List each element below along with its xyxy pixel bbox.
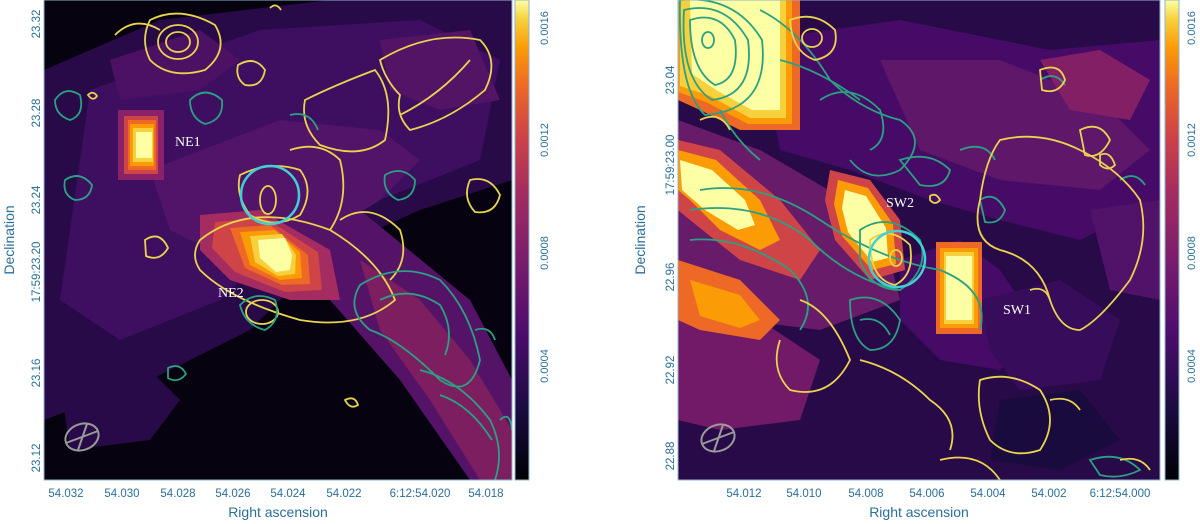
left-x-tick-7: 54.018 <box>468 488 503 500</box>
left-y-axis-label: Declination <box>1 205 17 274</box>
right-cb-tick-2: 0.0012 <box>1186 123 1198 157</box>
right-beam-ellipse <box>700 423 736 453</box>
label-sw1: SW1 <box>1003 303 1031 318</box>
right-x-tick-4: 54.004 <box>970 488 1006 500</box>
left-green-contours <box>54 90 512 480</box>
right-x-tick-5: 54.002 <box>1031 488 1066 500</box>
left-frame <box>43 0 513 481</box>
right-y-axis-label: Declination <box>632 205 648 274</box>
right-x-ticks: 54.012 54.010 54.008 54.006 54.004 54.00… <box>726 488 1150 500</box>
left-x-tick-6: 6:12:54.020 <box>390 488 451 500</box>
right-x-axis-label: Right ascension <box>869 504 969 520</box>
right-x-tick-6: 6:12:54.000 <box>1090 488 1151 500</box>
label-ne1: NE1 <box>175 135 201 150</box>
left-colorbar <box>514 0 530 481</box>
right-y-tick-2: 22.96 <box>665 263 677 292</box>
left-diffuse-emission <box>44 0 512 480</box>
right-y-tick-1: 22.92 <box>665 356 677 385</box>
right-cb-tick-3: 0.0016 <box>1186 11 1198 45</box>
left-cb-tick-2: 0.0012 <box>539 123 551 157</box>
left-colorbar-ticks: 0.0004 0.0008 0.0012 0.0016 <box>539 11 551 383</box>
right-x-tick-0: 54.012 <box>726 488 761 500</box>
left-y-tick-3: 23.24 <box>31 185 43 214</box>
left-y-tick-4: 23.28 <box>31 99 43 128</box>
right-heatmap <box>678 0 1160 480</box>
left-x-axis-label: Right ascension <box>228 504 328 520</box>
left-yellow-contours <box>86 4 501 408</box>
right-cb-tick-0: 0.0004 <box>1186 349 1198 383</box>
left-x-ticks: 54.032 54.030 54.028 54.026 54.024 54.02… <box>48 488 503 500</box>
left-x-tick-0: 54.032 <box>48 488 83 500</box>
source-ne1-emission <box>118 110 164 180</box>
left-y-tick-1: 23.16 <box>31 359 43 388</box>
bright-band-left <box>678 140 820 340</box>
left-cb-tick-1: 0.0008 <box>539 236 551 270</box>
right-x-tick-1: 54.010 <box>786 488 821 500</box>
right-y-tick-0: 22.88 <box>665 442 677 471</box>
left-x-tick-2: 54.028 <box>160 488 195 500</box>
left-cb-tick-0: 0.0004 <box>539 349 551 383</box>
left-x-tick-5: 54.022 <box>326 488 361 500</box>
left-x-tick-3: 54.026 <box>215 488 250 500</box>
right-cb-tick-1: 0.0008 <box>1186 236 1198 270</box>
right-x-tick-2: 54.008 <box>848 488 883 500</box>
left-y-ticks: 23.12 23.16 17:59:23.20 23.24 23.28 23.3… <box>31 10 43 473</box>
right-diffuse-emission <box>678 0 1160 480</box>
right-yellow-contours <box>699 15 1151 480</box>
right-y-tick-3: 17:59:23.00 <box>665 135 677 196</box>
right-colorbar <box>1164 0 1180 481</box>
left-y-tick-2: 17:59:23.20 <box>31 242 43 303</box>
right-colorbar-ticks: 0.0004 0.0008 0.0012 0.0016 <box>1186 11 1198 383</box>
right-region-circle <box>867 229 927 289</box>
label-sw2: SW2 <box>886 196 914 211</box>
left-y-tick-0: 23.12 <box>31 444 43 473</box>
left-beam-ellipse <box>64 422 100 452</box>
left-cb-tick-3: 0.0016 <box>539 11 551 45</box>
left-contours <box>54 4 512 480</box>
left-y-tick-5: 23.32 <box>31 10 43 39</box>
label-ne2: NE2 <box>218 286 244 301</box>
right-frame <box>677 0 1161 481</box>
right-y-ticks: 22.88 22.92 22.96 17:59:23.00 23.04 <box>665 65 677 470</box>
right-x-tick-3: 54.006 <box>909 488 944 500</box>
left-x-tick-4: 54.024 <box>270 488 306 500</box>
left-panel: NE1 NE2 54.032 54.030 54.028 54.026 54.0… <box>1 0 551 520</box>
source-ne2-emission <box>200 210 340 300</box>
source-sw1-emission <box>936 242 982 334</box>
left-region-circle <box>239 164 301 226</box>
left-x-tick-1: 54.030 <box>104 488 139 500</box>
right-y-tick-4: 23.04 <box>665 65 677 94</box>
right-panel: SW2 SW1 54.012 54.010 54.008 54.006 54.0… <box>632 0 1198 520</box>
left-heatmap <box>44 0 512 480</box>
